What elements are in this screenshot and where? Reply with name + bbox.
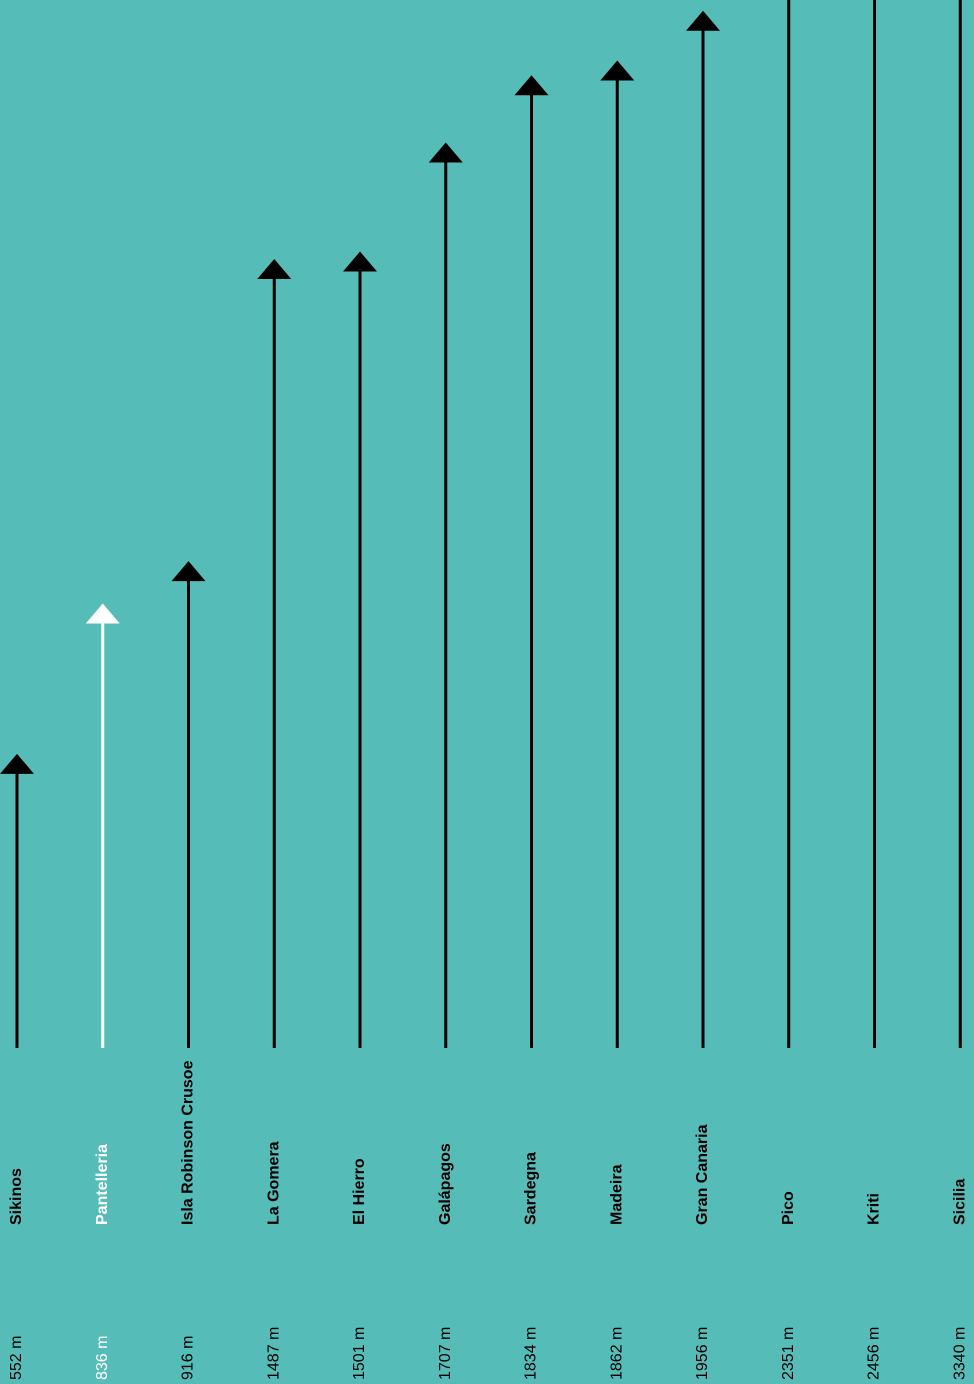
arrow-head: [257, 258, 292, 279]
category-label: Madeira: [608, 1164, 625, 1225]
arrow-head: [0, 753, 34, 774]
value-label: 2456 m: [866, 1327, 883, 1380]
value-label: 1862 m: [608, 1327, 625, 1380]
category-label: Sicilia: [951, 1179, 968, 1225]
value-label: 1501 m: [351, 1327, 368, 1380]
value-label: 1834 m: [523, 1327, 540, 1380]
value-label: 552 m: [8, 1336, 25, 1380]
category-label: La Gomera: [265, 1141, 282, 1225]
value-label: 3340 m: [951, 1327, 968, 1380]
arrow-head: [85, 603, 120, 624]
arrow-head: [514, 75, 549, 96]
value-label: 1707 m: [437, 1327, 454, 1380]
category-label: Isla Robinson Crusoe: [180, 1060, 197, 1225]
category-label: Gran Canaria: [694, 1124, 711, 1225]
arrow-head: [600, 60, 635, 81]
value-label: 1956 m: [694, 1327, 711, 1380]
category-label: Pantelleria: [94, 1144, 111, 1225]
category-label: Kriti: [866, 1193, 883, 1225]
value-label: 1487 m: [265, 1327, 282, 1380]
arrow-head: [428, 142, 463, 163]
value-label: 836 m: [94, 1336, 111, 1380]
arrow-head: [686, 10, 720, 31]
category-label: Galápagos: [437, 1143, 454, 1225]
value-label: 2351 m: [780, 1327, 797, 1380]
category-label: Sardegna: [523, 1152, 540, 1225]
arrow-head: [171, 561, 206, 582]
arrow-head: [343, 251, 377, 272]
value-label: 916 m: [180, 1336, 197, 1380]
category-label: Pico: [780, 1191, 797, 1225]
category-label: El Hierro: [351, 1158, 368, 1225]
category-label: Sikinos: [8, 1168, 25, 1225]
